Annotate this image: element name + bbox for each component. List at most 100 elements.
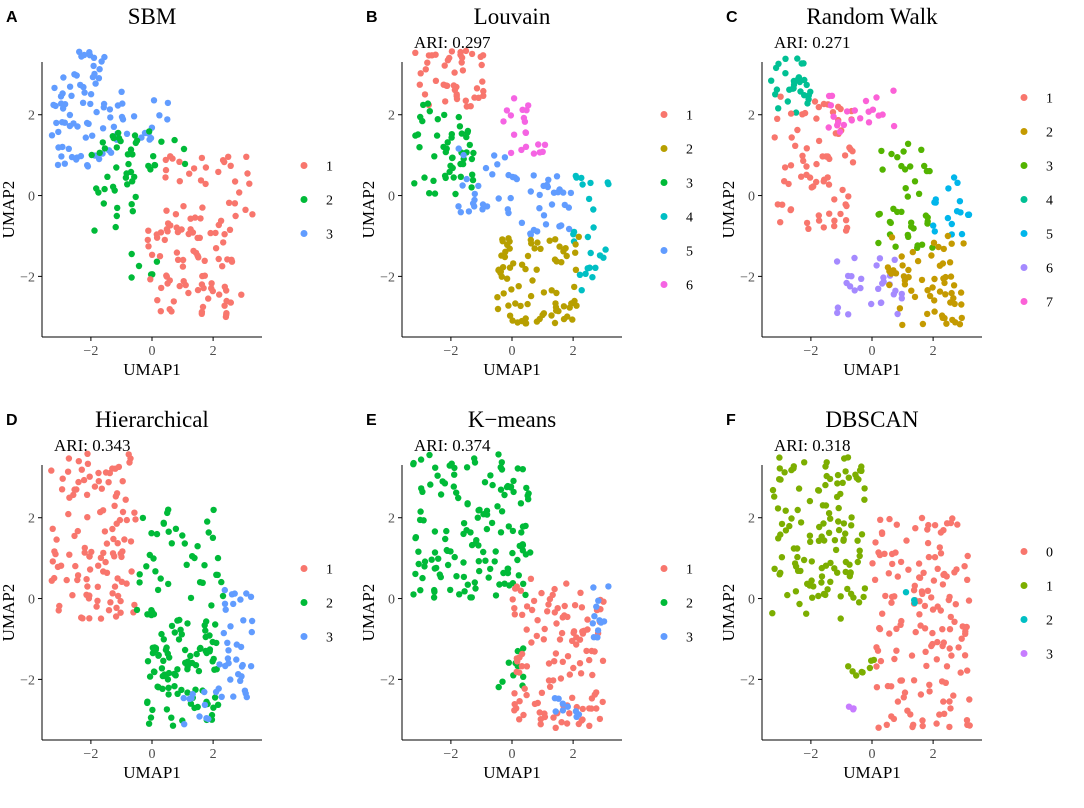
data-point-cluster-2 <box>132 139 139 147</box>
data-point-cluster-1 <box>93 603 100 610</box>
data-point-cluster-1 <box>856 552 863 560</box>
data-point-cluster-3 <box>130 113 138 120</box>
legend-label: 5 <box>1046 228 1053 243</box>
data-point-cluster-7 <box>825 92 833 100</box>
data-point-cluster-3 <box>593 603 600 610</box>
data-point-cluster-1 <box>794 567 802 574</box>
data-point-cluster-2 <box>172 525 180 532</box>
data-point-cluster-3 <box>921 162 928 170</box>
panel-B: B Louvain ARI: 0.297 −2 0 2 −2 0 2 UMAP1 UMAP2 1 2 3 4… <box>359 4 693 379</box>
data-point-cluster-6 <box>898 295 905 302</box>
data-point-cluster-2 <box>135 262 143 270</box>
data-point-cluster-2 <box>524 300 531 308</box>
data-point-cluster-1 <box>102 558 109 566</box>
data-point-cluster-1 <box>81 544 89 552</box>
data-point-cluster-0 <box>919 717 926 724</box>
legend-key <box>300 162 308 169</box>
data-point-cluster-1 <box>839 479 846 486</box>
data-point-cluster-1 <box>777 569 784 576</box>
data-point-cluster-1 <box>771 134 778 141</box>
data-point-cluster-1 <box>844 585 851 593</box>
data-point-cluster-1 <box>97 615 105 622</box>
y-axis-label: UMAP2 <box>719 584 738 642</box>
data-point-cluster-2 <box>527 236 534 244</box>
data-point-cluster-0 <box>947 613 954 621</box>
data-point-cluster-1 <box>803 145 810 152</box>
data-point-cluster-0 <box>948 652 955 659</box>
data-point-cluster-0 <box>961 652 969 659</box>
data-point-cluster-5 <box>554 189 562 196</box>
data-point-cluster-1 <box>788 515 795 522</box>
data-point-cluster-1 <box>579 628 586 635</box>
data-point-cluster-1 <box>813 178 820 186</box>
data-point-cluster-1 <box>448 48 456 55</box>
data-point-cluster-1 <box>825 529 833 536</box>
data-point-cluster-5 <box>507 194 514 202</box>
data-point-cluster-2 <box>509 317 516 324</box>
data-point-cluster-2 <box>928 252 935 259</box>
data-point-cluster-0 <box>875 549 882 556</box>
legend-label: 2 <box>686 143 693 158</box>
data-point-cluster-0 <box>928 642 935 650</box>
data-point-cluster-7 <box>890 122 898 130</box>
data-point-cluster-0 <box>961 563 968 570</box>
data-point-cluster-1 <box>848 522 855 529</box>
data-point-cluster-1 <box>53 536 60 543</box>
data-point-cluster-2 <box>153 258 161 265</box>
data-point-cluster-4 <box>772 64 780 72</box>
data-point-cluster-2 <box>909 248 916 256</box>
data-point-cluster-2 <box>908 287 915 294</box>
y-tick-label: 2 <box>748 512 755 527</box>
data-point-cluster-1 <box>777 219 784 226</box>
data-point-cluster-1 <box>117 597 124 605</box>
data-point-cluster-2 <box>113 164 120 171</box>
data-point-cluster-3 <box>444 139 451 146</box>
data-point-cluster-3 <box>92 80 99 87</box>
data-point-cluster-1 <box>826 210 833 217</box>
data-point-cluster-2 <box>924 287 931 294</box>
data-point-cluster-1 <box>853 672 860 679</box>
data-point-cluster-2 <box>522 591 529 599</box>
data-point-cluster-5 <box>469 200 477 207</box>
data-point-cluster-1 <box>577 589 584 596</box>
data-point-cluster-1 <box>831 222 838 230</box>
data-point-cluster-2 <box>552 236 559 243</box>
data-point-cluster-0 <box>871 576 879 583</box>
legend-label: 1 <box>326 563 333 578</box>
data-point-cluster-1 <box>169 155 176 162</box>
x-axis-label: UMAP1 <box>843 763 901 782</box>
data-point-cluster-2 <box>149 706 156 714</box>
data-point-cluster-3 <box>89 132 96 139</box>
data-point-cluster-3 <box>433 132 441 139</box>
data-point-cluster-2 <box>128 250 135 258</box>
data-point-cluster-0 <box>915 560 923 567</box>
data-point-cluster-1 <box>162 166 170 174</box>
legend-key <box>1020 264 1028 271</box>
data-point-cluster-1 <box>551 585 558 593</box>
data-point-cluster-2 <box>214 701 222 708</box>
points <box>769 454 973 731</box>
data-point-cluster-3 <box>119 100 126 107</box>
legend-key <box>1020 196 1028 203</box>
data-point-cluster-2 <box>158 665 166 672</box>
legend-label: 3 <box>1046 160 1053 175</box>
data-point-cluster-6 <box>845 311 852 318</box>
data-point-cluster-3 <box>90 62 97 70</box>
data-point-cluster-3 <box>907 163 914 170</box>
legend-key <box>660 111 668 118</box>
data-point-cluster-2 <box>905 266 912 274</box>
data-point-cluster-1 <box>774 505 782 512</box>
data-point-cluster-1 <box>111 583 119 590</box>
data-point-cluster-2 <box>96 149 103 156</box>
data-point-cluster-1 <box>782 507 789 514</box>
data-point-cluster-1 <box>223 310 230 317</box>
data-point-cluster-1 <box>788 466 795 474</box>
data-point-cluster-0 <box>924 587 932 594</box>
data-point-cluster-1 <box>820 178 827 185</box>
data-point-cluster-2 <box>943 320 950 327</box>
data-point-cluster-1 <box>95 562 102 569</box>
data-point-cluster-7 <box>879 111 886 118</box>
data-point-cluster-1 <box>473 85 481 92</box>
data-point-cluster-2 <box>147 714 155 721</box>
